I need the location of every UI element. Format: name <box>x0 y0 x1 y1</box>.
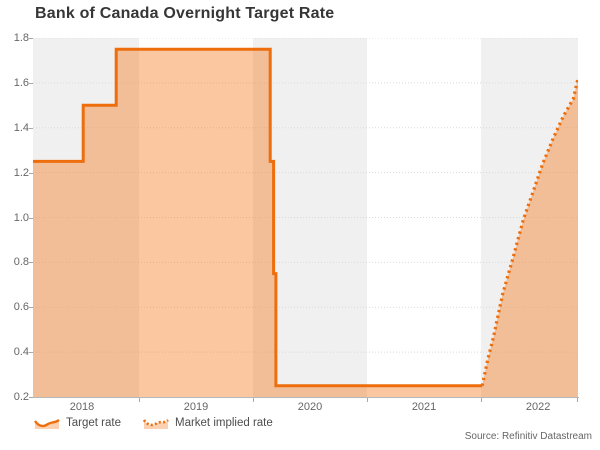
y-axis-tick-label: 0.8 <box>13 256 29 269</box>
target-rate-line-swatch-icon <box>34 418 60 429</box>
y-axis-tickmark <box>29 217 33 219</box>
plot-svg <box>33 38 578 397</box>
x-axis-tickmark <box>577 398 578 402</box>
y-axis-tick-label: 1.0 <box>13 211 29 224</box>
source-attribution: Source: Refinitiv Datastream <box>464 431 592 442</box>
legend-item-target-rate: Target rate <box>34 416 121 430</box>
y-axis-tick-label: 0.4 <box>13 346 29 359</box>
year-band <box>33 38 140 397</box>
legend-label-market-implied-rate: Market implied rate <box>174 417 273 429</box>
market-implied-rate-dotted-swatch-icon <box>142 418 169 429</box>
x-axis-tick-label: 2022 <box>525 401 551 413</box>
y-axis-tickmark <box>29 397 33 398</box>
y-axis-tick-label: 1.6 <box>13 76 29 89</box>
y-axis-tick-label: 1.2 <box>13 166 29 179</box>
x-axis-tick-label: 2018 <box>69 401 95 413</box>
y-axis-tickmark <box>29 307 33 309</box>
legend: Target rate Market implied rate <box>34 416 273 430</box>
x-axis-tickmark <box>253 398 255 402</box>
y-axis-tickmark <box>29 352 33 354</box>
legend-label-target-rate: Target rate <box>66 417 121 429</box>
rate-area-fill <box>33 49 578 397</box>
x-axis-tickmark <box>481 398 483 402</box>
x-axis-tickmark <box>367 398 369 402</box>
y-axis-tickmark <box>29 262 33 264</box>
market-implied-rate-line <box>480 78 578 387</box>
legend-item-market-implied-rate: Market implied rate <box>142 416 273 430</box>
y-axis-tick-label: 0.6 <box>13 301 29 314</box>
chart-title: Bank of Canada Overnight Target Rate <box>35 5 335 22</box>
y-axis-tickmark <box>29 38 33 39</box>
x-axis-tick-label: 2020 <box>297 401 323 413</box>
y-axis-tick-label: 1.4 <box>13 121 29 134</box>
x-axis-line <box>33 397 579 398</box>
y-axis-tickmark <box>29 172 33 174</box>
y-axis-tickmark <box>29 82 33 84</box>
y-axis-tick-label: 0.2 <box>13 391 29 403</box>
target-rate-line <box>33 47 483 388</box>
plot-area <box>33 38 578 397</box>
y-axis-tick-label: 1.8 <box>13 32 29 44</box>
y-axis-tickmark <box>29 127 33 129</box>
x-axis-tickmark <box>139 398 141 402</box>
x-axis-tick-label: 2021 <box>411 401 437 413</box>
x-axis-tick-label: 2019 <box>183 401 209 413</box>
